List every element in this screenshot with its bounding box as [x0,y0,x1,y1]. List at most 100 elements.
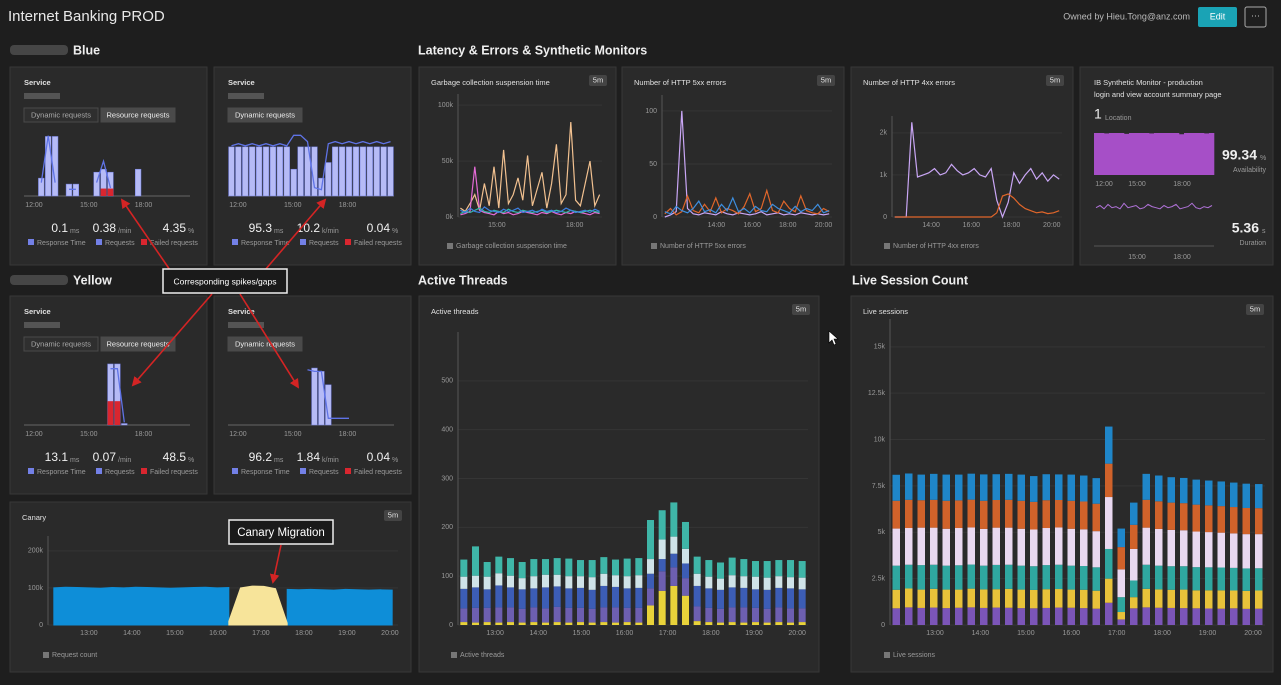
availability-bar [1134,133,1140,175]
x-tick-label: 12:00 [229,202,247,209]
x-tick-label: 16:00 [743,222,761,229]
interval-badge [1046,75,1064,86]
stack-segment [705,576,713,589]
stack-segment [565,558,573,577]
stack-segment [798,561,806,578]
edit-label[interactable]: Edit [1210,11,1226,21]
service-label: Service [228,78,255,87]
stack-segment [530,559,538,577]
stack-segment [682,578,689,596]
interval-label: 5m [821,75,831,84]
stack-segment [992,607,1000,625]
more-button[interactable]: ··· [1244,6,1267,28]
metric-unit: % [188,228,194,235]
stack-segment [798,589,806,609]
legend-icon [28,468,34,474]
y-tick-label: 0 [449,622,453,629]
tab[interactable] [227,336,303,352]
stack-segment [1255,484,1263,509]
stack-segment [917,527,925,566]
stack-segment [942,565,950,590]
stack-segment [1205,590,1213,609]
stack-segment [1105,497,1113,549]
group-title: Live Session Count [852,273,969,287]
stack-segment [542,559,549,575]
stack-segment [1067,565,1075,590]
y-tick-label: 1k [880,172,888,179]
legend-label: Number of HTTP 5xx errors [660,243,746,250]
stack-segment [1142,499,1150,528]
stack-segment [980,500,988,529]
x-tick-label: 13:00 [486,630,504,637]
stack-segment [518,608,526,623]
stack-segment [1155,501,1163,529]
tab[interactable] [100,336,176,352]
stack-segment [495,573,503,586]
stack-segment [942,474,950,501]
stack-segment [763,589,771,609]
request-bar [283,146,290,197]
x-tick-label: 15:00 [80,202,98,209]
request-bar [318,371,325,426]
tab-label[interactable]: Dynamic requests [31,339,91,348]
request-bar [373,146,380,197]
stack-segment [1130,608,1138,625]
stack-segment [623,588,631,608]
edit-button[interactable]: Edit [1198,7,1237,27]
tab[interactable] [23,107,99,123]
tab[interactable] [23,336,99,352]
stack-segment [1030,529,1038,567]
area [228,585,288,626]
more-label[interactable]: ··· [1251,10,1260,20]
legend-icon [232,239,238,245]
stack-segment [693,556,701,574]
stack-segment [658,590,666,625]
stack-segment [1005,499,1013,528]
metric-value: 10.2 [297,221,321,235]
tab-label[interactable]: Resource requests [107,110,170,119]
stack-segment [1192,504,1200,532]
stack-segment [472,607,479,623]
stack-segment [705,560,713,577]
request-bar [311,367,318,426]
stack-segment [1205,505,1213,533]
tab-label[interactable]: Dynamic requests [235,339,295,348]
annotation-arrows [120,198,327,584]
stack-segment [518,578,526,590]
metric-label: Failed requests [150,240,198,247]
tab-label[interactable]: Dynamic requests [31,110,91,119]
availability-bar [1194,133,1200,175]
request-bar [325,384,332,426]
stack-segment [1067,528,1075,566]
stack-segment [763,622,771,625]
stack-segment [1217,532,1225,568]
stack-segment [472,622,479,625]
stack-segment [1167,607,1175,625]
stack-segment [787,577,794,589]
stack-segment [600,573,608,586]
request-bar [325,162,332,197]
stack-segment [980,528,988,566]
request-bar [332,146,339,197]
tab[interactable] [100,107,176,123]
stack-segment [1192,567,1200,591]
tab-label[interactable]: Dynamic requests [235,110,295,119]
x-tick-label: 18:00 [702,630,720,637]
blurred-text [24,93,60,99]
x-tick-label: 18:00 [1153,630,1171,637]
stack-segment [787,608,794,623]
y-tick-label: 10k [874,436,886,443]
location-label: Location [1105,115,1132,122]
failed-bar [100,188,107,196]
stack-segment [1017,589,1025,609]
stack-segment [577,607,584,623]
stack-segment [588,589,596,609]
stack-segment [693,606,701,622]
stack-segment [1255,608,1263,625]
stack-segment [740,576,748,588]
stack-segment [1017,474,1025,501]
tab[interactable] [227,107,303,123]
tab-label[interactable]: Resource requests [107,339,170,348]
x-tick-label: 18:00 [1003,222,1021,229]
metric-unit: k/min [322,457,339,464]
